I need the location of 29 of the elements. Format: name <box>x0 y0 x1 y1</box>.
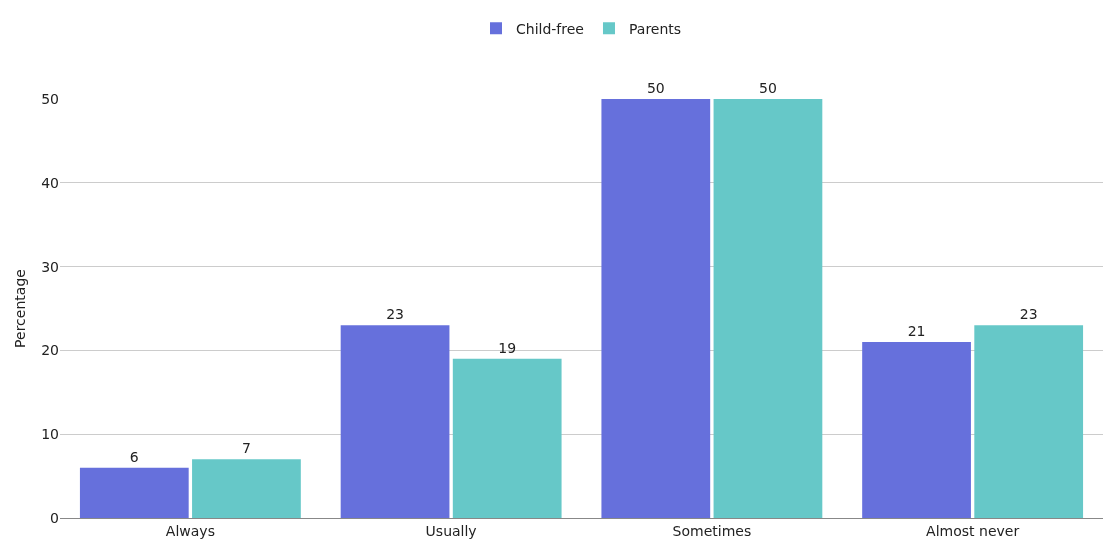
data-label: 7 <box>241 440 251 457</box>
bar <box>974 325 1084 518</box>
legend-label: Child-free <box>516 20 584 37</box>
bar <box>601 99 711 518</box>
legend-label: Parents <box>628 20 682 37</box>
bar <box>340 325 450 518</box>
x-tick-label: Always <box>165 522 215 539</box>
y-tick-label: 10 <box>41 426 59 443</box>
data-label: 50 <box>759 80 777 96</box>
data-label: 19 <box>498 339 517 356</box>
data-label: 6 <box>129 448 139 465</box>
bar <box>713 99 823 518</box>
y-tick-label: 30 <box>41 258 59 275</box>
y-tick-label: 50 <box>41 90 59 107</box>
bar <box>862 342 971 518</box>
data-label: 23 <box>386 306 404 323</box>
x-tick-label: Usually <box>425 522 477 539</box>
x-tick-label: Sometimes <box>672 522 752 539</box>
y-tick-label: 0 <box>50 509 59 526</box>
data-label: 50 <box>646 80 665 96</box>
y-tick-label: 40 <box>41 174 59 191</box>
data-label: 23 <box>1019 306 1038 323</box>
bar <box>79 467 189 518</box>
y-axis-title: Percentage <box>11 269 28 348</box>
y-tick-label: 20 <box>41 342 59 359</box>
x-tick-label: Almost never <box>926 522 1020 539</box>
bar <box>452 358 562 518</box>
bar <box>192 459 301 518</box>
data-label: 21 <box>907 323 926 340</box>
